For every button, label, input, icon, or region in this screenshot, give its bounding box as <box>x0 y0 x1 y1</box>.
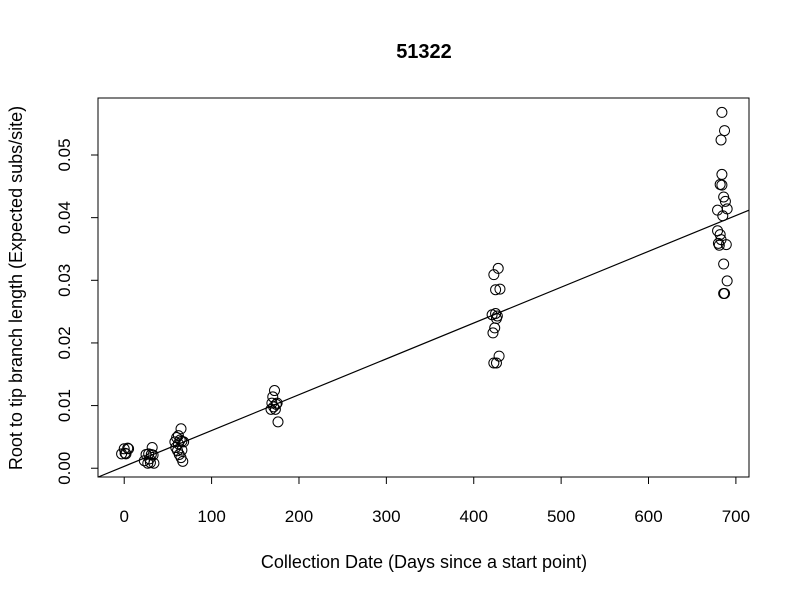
points-layer <box>116 106 733 469</box>
regression-line-layer <box>98 209 750 478</box>
data-point <box>717 210 729 222</box>
x-tick-label: 700 <box>722 507 750 526</box>
chart-title: 51322 <box>396 41 452 63</box>
data-point <box>175 423 187 435</box>
data-point <box>178 436 190 448</box>
x-tick-label: 0 <box>119 507 128 526</box>
data-point <box>716 106 728 118</box>
data-point <box>721 203 733 215</box>
data-point <box>490 307 502 319</box>
data-point <box>712 204 724 216</box>
data-point <box>719 287 731 299</box>
data-point <box>718 258 730 270</box>
data-point <box>269 403 281 415</box>
data-point <box>714 229 726 241</box>
data-point <box>494 283 506 295</box>
regression-line <box>98 209 750 478</box>
data-point <box>718 287 730 299</box>
x-tick-label: 400 <box>460 507 488 526</box>
data-point <box>177 455 189 467</box>
y-axis-label: Root to tip branch length (Expected subs… <box>6 106 26 470</box>
x-tick-label: 500 <box>547 507 575 526</box>
data-point <box>492 262 504 274</box>
data-point <box>123 443 135 455</box>
x-tick-label: 300 <box>372 507 400 526</box>
data-point <box>118 443 130 455</box>
data-point <box>490 357 502 369</box>
y-tick-label: 0.00 <box>55 452 74 485</box>
data-point <box>176 444 188 456</box>
x-tick-label: 200 <box>285 507 313 526</box>
y-tick-label: 0.01 <box>55 389 74 422</box>
data-point <box>716 168 728 180</box>
data-point <box>272 416 284 428</box>
y-tick-label: 0.04 <box>55 201 74 234</box>
data-point <box>148 457 160 469</box>
data-point <box>270 398 282 410</box>
data-point <box>144 457 156 469</box>
data-point <box>719 125 731 137</box>
data-point <box>271 397 283 409</box>
y-axis: 0.00 0.01 0.02 0.03 0.04 0.05 <box>55 138 99 485</box>
data-point <box>120 448 132 460</box>
data-point <box>721 275 733 287</box>
x-axis: 0 100 200 300 400 500 600 700 <box>119 476 750 526</box>
data-point <box>491 310 503 322</box>
data-point <box>122 442 134 454</box>
data-point <box>146 442 158 454</box>
data-point <box>488 357 500 369</box>
data-point <box>493 350 505 362</box>
x-axis-label: Collection Date (Days since a start poin… <box>261 552 587 572</box>
x-tick-label: 600 <box>634 507 662 526</box>
data-point <box>716 179 728 191</box>
x-tick-label: 100 <box>197 507 225 526</box>
y-tick-label: 0.03 <box>55 264 74 297</box>
data-point <box>490 284 502 296</box>
plot-frame <box>97 97 750 478</box>
data-point <box>719 195 731 207</box>
y-tick-label: 0.05 <box>55 138 74 171</box>
data-point <box>487 327 499 339</box>
data-point <box>268 401 280 413</box>
y-tick-label: 0.02 <box>55 326 74 359</box>
data-point <box>269 385 281 397</box>
data-point <box>720 239 732 251</box>
data-point <box>713 239 725 251</box>
data-point <box>715 134 727 146</box>
data-point <box>147 449 159 461</box>
